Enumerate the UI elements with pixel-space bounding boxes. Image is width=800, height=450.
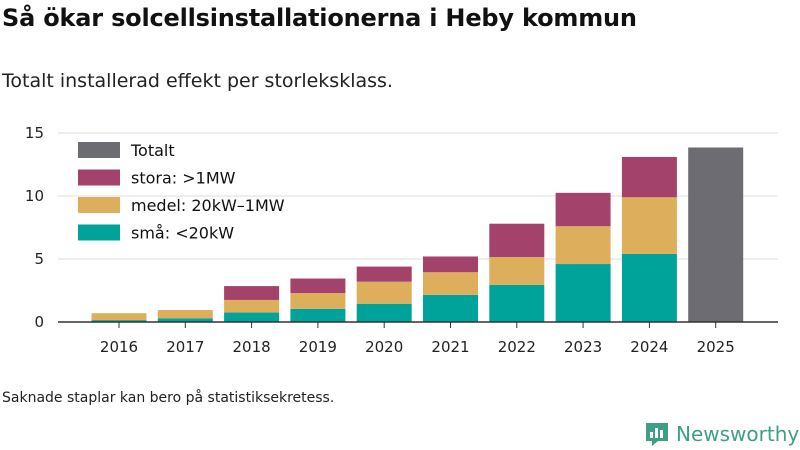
bar-små-2017 xyxy=(157,318,213,322)
bar-små-2016 xyxy=(91,320,147,322)
bar-medel-2023 xyxy=(555,226,611,265)
newsworthy-logo-icon xyxy=(646,423,668,446)
chart-title: Så ökar solcellsinstallationerna i Heby … xyxy=(2,4,637,32)
bar-stora-2018 xyxy=(224,286,280,300)
chart-subtitle: Totalt installerad effekt per storlekskl… xyxy=(2,70,393,92)
bar-små-2023 xyxy=(555,264,611,322)
bar-små-2018 xyxy=(224,312,280,322)
legend-swatch xyxy=(78,169,120,186)
legend-swatch xyxy=(78,142,120,158)
bar-medel-2022 xyxy=(489,257,545,285)
x-tick-label: 2018 xyxy=(233,338,271,356)
bar-medel-2017 xyxy=(157,310,213,319)
bar-små-2020 xyxy=(356,303,412,322)
legend-label: medel: 20kW–1MW xyxy=(131,196,285,215)
bar-medel-2021 xyxy=(423,272,478,295)
bar-medel-2019 xyxy=(290,293,346,309)
y-tick-label: 5 xyxy=(34,250,44,268)
bar-medel-2016 xyxy=(91,313,147,321)
brand-logo[interactable]: Newsworthy xyxy=(644,420,799,448)
bar-stora-2022 xyxy=(489,223,545,258)
legend-swatch xyxy=(78,224,120,241)
legend: Totalt stora: >1MW medel: 20kW–1MW små: <20… xyxy=(78,141,285,243)
x-tick-label: 2017 xyxy=(166,338,204,356)
bar-små-2019 xyxy=(290,308,346,322)
y-tick-label: 0 xyxy=(34,313,44,331)
bar-medel-2020 xyxy=(356,281,412,304)
bar-stora-2019 xyxy=(290,278,346,294)
x-tick-label: 2021 xyxy=(431,338,469,356)
brand-name: Newsworthy xyxy=(676,422,800,446)
x-tick-label: 2025 xyxy=(697,338,735,356)
bar-stora-2020 xyxy=(356,266,412,282)
bar-stora-2023 xyxy=(555,192,611,227)
x-tick-label: 2022 xyxy=(498,338,536,356)
bar-små-2022 xyxy=(489,284,545,322)
bar-medel-2024 xyxy=(621,197,677,254)
footnote: Saknade staplar kan bero på statistiksek… xyxy=(2,390,335,406)
bar-totalt-2025 xyxy=(688,147,744,322)
x-tick-label: 2024 xyxy=(630,338,668,356)
bar-medel-2018 xyxy=(224,299,280,313)
y-tick-label: 15 xyxy=(25,124,44,142)
bar-stora-2021 xyxy=(423,256,478,273)
x-tick-label: 2019 xyxy=(299,338,337,356)
bars xyxy=(91,147,744,322)
bar-stora-2024 xyxy=(621,156,677,198)
x-tick-label: 2016 xyxy=(100,338,138,356)
legend-label: små: <20kW xyxy=(131,224,234,243)
legend-label: Totalt xyxy=(130,141,175,160)
legend-swatch xyxy=(78,197,120,213)
y-tick-label: 10 xyxy=(25,187,44,205)
x-tick-label: 2023 xyxy=(564,338,602,356)
axes: 0 5 10 15 2016 2017 2018 2019 2020 2021 2022 2023 20… xyxy=(25,124,778,356)
x-tick-label: 2020 xyxy=(365,338,403,356)
stacked-bar-chart: 0 5 10 15 2016 2017 2018 2019 2020 2021 2022 2023 20… xyxy=(25,124,778,356)
bar-små-2021 xyxy=(423,294,478,322)
legend-label: stora: >1MW xyxy=(131,169,236,188)
bar-små-2024 xyxy=(621,253,677,322)
